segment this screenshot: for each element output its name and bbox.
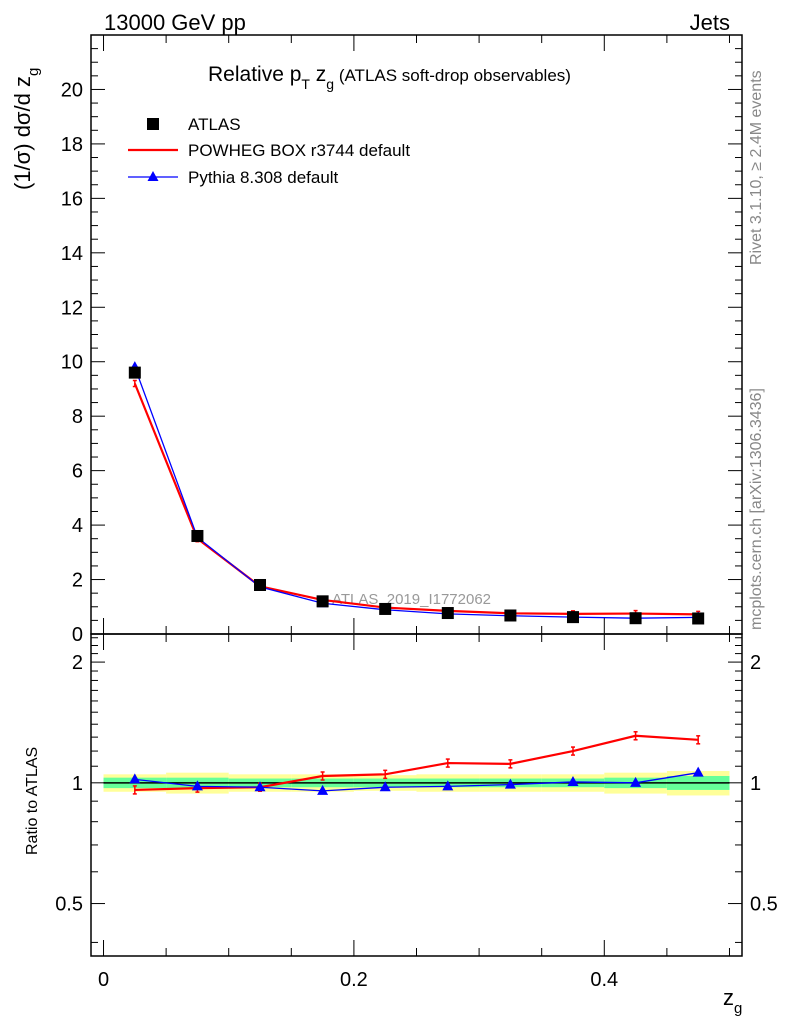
atlas-data-point bbox=[566, 611, 579, 624]
ratio-y-tick-label: 0.5 bbox=[55, 894, 83, 916]
ratio-y-tick-label: 2 bbox=[72, 652, 83, 674]
pythia-ratio-point bbox=[254, 781, 266, 792]
analysis-watermark: ATLAS_2019_I1772062 bbox=[332, 591, 491, 608]
legend: ATLAS POWHEG BOX r3744 default Pythia 8.30… bbox=[128, 115, 410, 187]
ratio-y-tick-label-right: 1 bbox=[750, 773, 761, 795]
main-y-tick-label: 16 bbox=[61, 188, 83, 210]
pythia-ratio-point bbox=[567, 775, 579, 786]
legend-label: ATLAS bbox=[188, 115, 241, 134]
x-axis-label: zg bbox=[723, 985, 742, 1017]
ratio-y-tick-label: 1 bbox=[72, 773, 83, 795]
pythia-ratio-point bbox=[692, 766, 704, 777]
main-y-tick-label: 4 bbox=[72, 515, 83, 537]
main-y-tick-label: 18 bbox=[61, 134, 83, 156]
legend-atlas-marker bbox=[147, 118, 159, 130]
pythia-ratio-point bbox=[442, 780, 454, 791]
ratio-y-axis-label: Ratio to ATLAS bbox=[24, 747, 41, 855]
powheg-ratio-line bbox=[134, 734, 699, 792]
pythia-ratio-point bbox=[129, 773, 141, 784]
x-tick-label: 0.4 bbox=[590, 969, 618, 991]
main-y-axis-label: (1/σ) dσ/d zg bbox=[10, 68, 42, 190]
main-y-tick-label: 14 bbox=[61, 243, 83, 265]
main-y-tick-label: 2 bbox=[72, 570, 83, 592]
ratio-y-tick-label-right: 2 bbox=[750, 652, 761, 674]
ratio-y-tick-label-right: 0.5 bbox=[750, 894, 778, 916]
legend-pythia-marker bbox=[147, 171, 159, 181]
main-y-tick-label: 10 bbox=[61, 352, 83, 374]
pythia-line bbox=[134, 366, 699, 619]
header-process-label: Jets bbox=[690, 10, 730, 35]
atlas-data-point bbox=[504, 609, 517, 622]
atlas-data-point bbox=[128, 366, 141, 379]
main-plot: 0 2 4 6 8 10 12 14 16 18 20 bbox=[61, 35, 742, 646]
ratio-plot: 0 0.2 0.4 0.5 0.5 1 1 2 2 bbox=[55, 634, 778, 991]
pythia-ratio-point bbox=[191, 780, 203, 791]
plot-title: Relative pT zg (ATLAS soft-drop observab… bbox=[208, 63, 571, 92]
atlas-data-point bbox=[316, 595, 329, 608]
ratio-plot-frame bbox=[90, 633, 743, 957]
atlas-data-point bbox=[629, 612, 642, 625]
main-y-tick-label: 6 bbox=[72, 461, 83, 483]
atlas-data-point bbox=[441, 607, 454, 620]
atlas-data-point bbox=[191, 529, 204, 542]
x-tick-label: 0.2 bbox=[340, 969, 368, 991]
atlas-data-point bbox=[254, 578, 267, 591]
pythia-ratio-point bbox=[379, 781, 391, 792]
pythia-ratio-line bbox=[134, 772, 699, 792]
pythia-ratio-point bbox=[317, 784, 329, 795]
legend-label: Pythia 8.308 default bbox=[188, 168, 339, 187]
main-y-tick-label: 20 bbox=[61, 79, 83, 101]
pythia-ratio-point bbox=[504, 778, 516, 789]
mcplots-label: mcplots.cern.ch [arXiv:1306.3436] bbox=[748, 388, 765, 630]
main-y-tick-label: 0 bbox=[72, 624, 83, 646]
main-y-tick-label: 8 bbox=[72, 406, 83, 428]
x-tick-label: 0 bbox=[98, 969, 109, 991]
main-y-tick-label: 12 bbox=[61, 297, 83, 319]
atlas-data-point bbox=[692, 612, 705, 625]
atlas-data-point bbox=[379, 602, 392, 615]
header-energy-label: 13000 GeV pp bbox=[104, 10, 246, 35]
powheg-line bbox=[133, 383, 699, 616]
pythia-ratio-point bbox=[630, 776, 642, 787]
legend-label: POWHEG BOX r3744 default bbox=[188, 141, 410, 160]
rivet-version-label: Rivet 3.1.10, ≥ 2.4M events bbox=[748, 70, 765, 265]
